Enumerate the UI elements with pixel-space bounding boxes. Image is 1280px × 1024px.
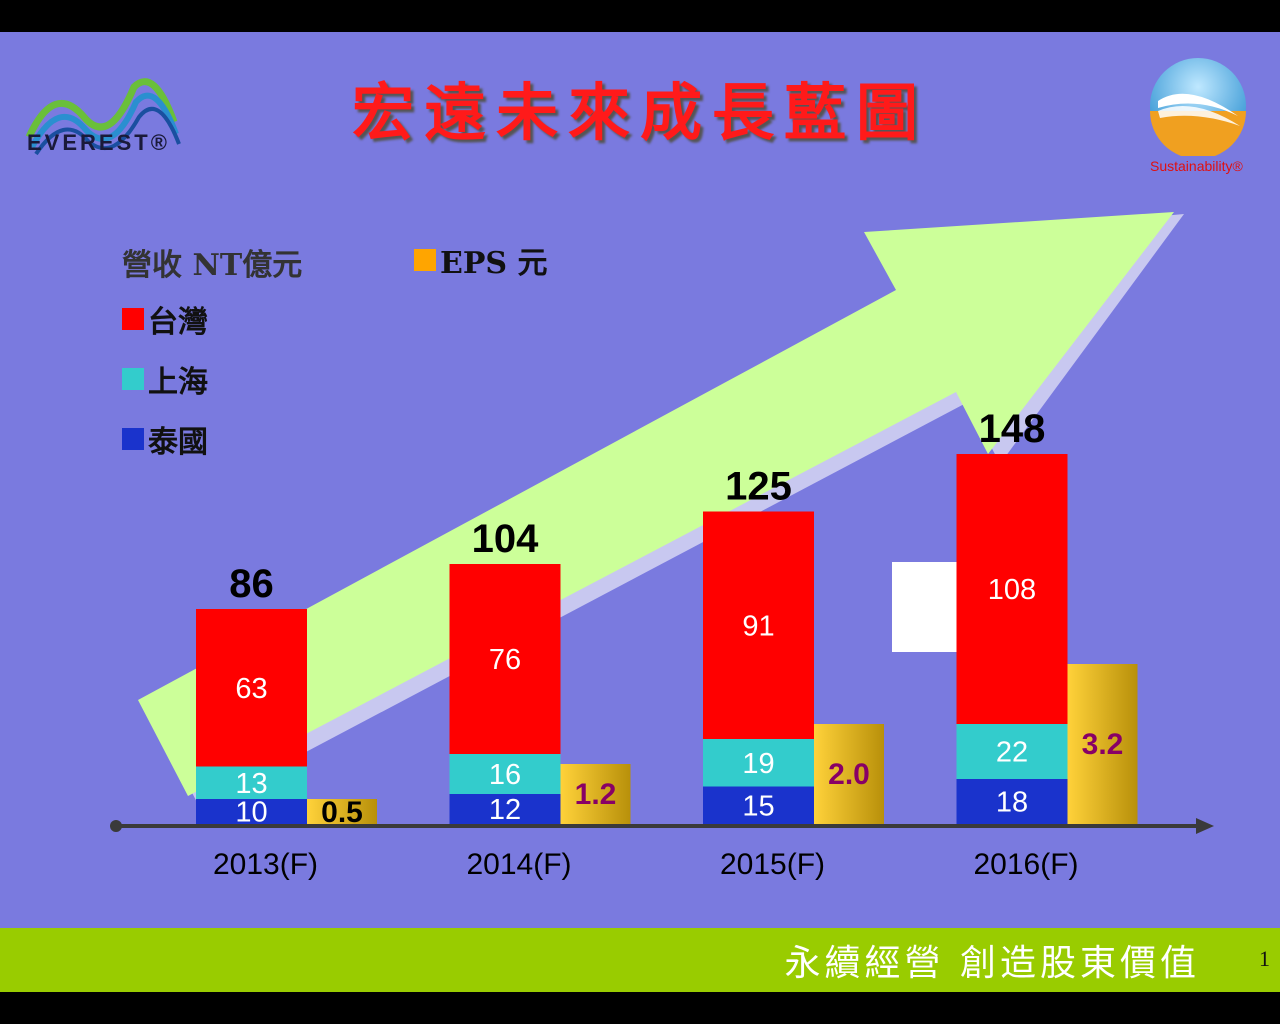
bar-taiwan-2 bbox=[449, 564, 561, 754]
legend-thailand-swatch bbox=[122, 428, 144, 450]
legend-taiwan: 台灣 bbox=[122, 297, 208, 341]
bar-thailand-4 bbox=[956, 779, 1068, 824]
legend-eps: EPS 元 bbox=[414, 238, 548, 282]
x-axis-arrowhead bbox=[1196, 818, 1214, 834]
footer-slogan: 永續經營 創造股東價值 bbox=[784, 943, 1200, 984]
bar-shanghai-1 bbox=[196, 766, 307, 799]
bar-thailand-3 bbox=[703, 786, 814, 824]
slide: EVEREST® Sustainability® 宏遠未來成長藍圖 營收 NT億… bbox=[0, 32, 1280, 992]
bar-thailand-2 bbox=[449, 794, 561, 824]
legend-eps-swatch bbox=[414, 249, 436, 271]
slide-title: 宏遠未來成長藍圖 bbox=[351, 76, 928, 149]
total-label-2: 104 bbox=[472, 517, 539, 561]
total-label-3: 125 bbox=[725, 465, 792, 509]
legend-revenue: 營收 NT億元 bbox=[122, 240, 302, 284]
x-tick-label-1: 2013(F) bbox=[213, 848, 318, 881]
bar-taiwan-4 bbox=[956, 454, 1068, 724]
bar-label-shanghai-4: 22 bbox=[996, 737, 1028, 769]
bar-label-taiwan-2: 76 bbox=[489, 644, 521, 676]
bar-thailand-1 bbox=[196, 799, 307, 824]
bar-taiwan-3 bbox=[703, 511, 814, 739]
legend-revenue-label: 營收 NT億元 bbox=[122, 248, 303, 283]
x-tick-label-3: 2015(F) bbox=[720, 848, 825, 881]
bar-label-thailand-4: 18 bbox=[996, 787, 1028, 819]
legend-shanghai-label: 上海 bbox=[148, 365, 208, 400]
white-box bbox=[892, 562, 962, 652]
legend-taiwan-label: 台灣 bbox=[148, 305, 208, 340]
bar-label-taiwan-4: 108 bbox=[988, 574, 1036, 606]
legend-thailand: 泰國 bbox=[122, 417, 208, 461]
bar-shanghai-3 bbox=[703, 739, 814, 787]
growth-arrow bbox=[138, 212, 1174, 796]
legend-shanghai: 上海 bbox=[122, 357, 208, 401]
eps-label-2: 1.2 bbox=[575, 778, 617, 811]
bar-label-thailand-2: 12 bbox=[489, 794, 521, 826]
total-label-1: 86 bbox=[229, 562, 274, 606]
total-label-4: 148 bbox=[979, 407, 1046, 451]
bar-label-taiwan-1: 63 bbox=[235, 673, 267, 705]
footer-bar: 永續經營 創造股東價值 1 bbox=[0, 928, 1280, 992]
eps-label-3: 2.0 bbox=[828, 758, 870, 791]
bar-label-shanghai-2: 16 bbox=[489, 759, 521, 791]
legend-eps-label: EPS 元 bbox=[440, 246, 548, 281]
bar-taiwan-1 bbox=[196, 609, 307, 767]
x-tick-label-2: 2014(F) bbox=[466, 848, 571, 881]
sustainability-logo-icon bbox=[1150, 58, 1246, 156]
bar-eps-1 bbox=[307, 799, 377, 824]
legend-taiwan-swatch bbox=[122, 308, 144, 330]
x-tick-label-4: 2016(F) bbox=[973, 848, 1078, 881]
bar-shanghai-4 bbox=[956, 724, 1068, 779]
bar-label-shanghai-1: 13 bbox=[235, 768, 267, 800]
bar-eps-2 bbox=[560, 764, 631, 824]
chart-bars bbox=[196, 454, 1138, 824]
eps-label-1: 0.5 bbox=[321, 796, 363, 829]
bar-label-thailand-3: 15 bbox=[742, 790, 774, 822]
everest-logo-text: EVEREST® bbox=[27, 130, 170, 155]
bar-label-shanghai-3: 19 bbox=[742, 748, 774, 780]
bar-label-taiwan-3: 91 bbox=[742, 610, 774, 642]
bar-shanghai-2 bbox=[449, 754, 561, 794]
legend-shanghai-swatch bbox=[122, 368, 144, 390]
x-axis-origin-dot bbox=[110, 820, 122, 832]
page-number: 1 bbox=[1259, 946, 1270, 971]
bar-eps-4 bbox=[1067, 664, 1138, 824]
legend-thailand-label: 泰國 bbox=[148, 425, 208, 460]
eps-label-4: 3.2 bbox=[1082, 728, 1124, 761]
everest-logo-icon bbox=[25, 78, 181, 156]
bar-eps-3 bbox=[814, 724, 884, 824]
sustainability-logo-text: Sustainability® bbox=[1150, 158, 1243, 174]
bar-label-thailand-1: 10 bbox=[235, 797, 267, 829]
